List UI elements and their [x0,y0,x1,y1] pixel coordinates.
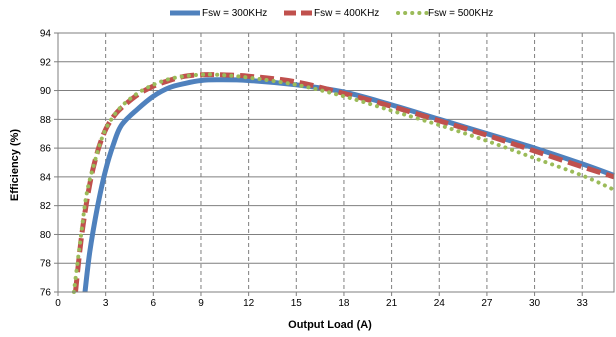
x-tick-label: 24 [434,298,446,309]
legend-entry-400khz: Fsw = 400KHz [284,8,379,19]
y-tick-label: 76 [40,288,52,299]
legend: Fsw = 300KHz Fsw = 400KHz Fsw = 500KHz [170,8,493,19]
legend-entry-300khz: Fsw = 300KHz [170,8,267,19]
x-tick-label: 3 [103,298,109,309]
y-tick-label: 82 [40,201,52,212]
legend-label-300khz: Fsw = 300KHz [202,8,267,19]
y-tick-label: 80 [40,230,52,241]
legend-entry-500khz: Fsw = 500KHz [396,8,493,19]
x-tick-label: 21 [386,298,398,309]
series-line-300khz [82,77,615,293]
x-tick-label: 15 [291,298,303,309]
legend-label-400khz: Fsw = 400KHz [314,8,379,19]
x-axis-title: Output Load (A) [288,319,372,331]
plot-area-border [57,32,615,293]
y-tick-label: 88 [40,115,52,126]
x-tick-label: 6 [151,298,157,309]
y-axis-title: Efficiency (%) [9,129,21,201]
y-tick-label: 90 [40,86,52,97]
x-tick-label: 9 [198,298,204,309]
y-axis-ticks: 76 78 80 82 84 86 88 90 92 94 [40,29,58,299]
y-tick-label: 84 [40,172,52,183]
grid [58,33,614,292]
y-tick-label: 78 [40,259,52,270]
y-tick-label: 92 [40,57,52,68]
y-tick-label: 94 [40,29,52,40]
y-tick-label: 86 [40,144,52,155]
x-tick-label: 0 [55,298,61,309]
x-tick-label: 12 [243,298,255,309]
x-axis-ticks: 0 3 6 9 12 15 18 21 24 27 30 33 [55,292,588,309]
x-tick-label: 30 [529,298,541,309]
x-tick-label: 27 [481,298,493,309]
series-line-400khz [73,72,615,293]
x-tick-label: 33 [577,298,589,309]
data-series [71,72,616,294]
legend-label-500khz: Fsw = 500KHz [428,8,493,19]
x-tick-label: 18 [338,298,350,309]
